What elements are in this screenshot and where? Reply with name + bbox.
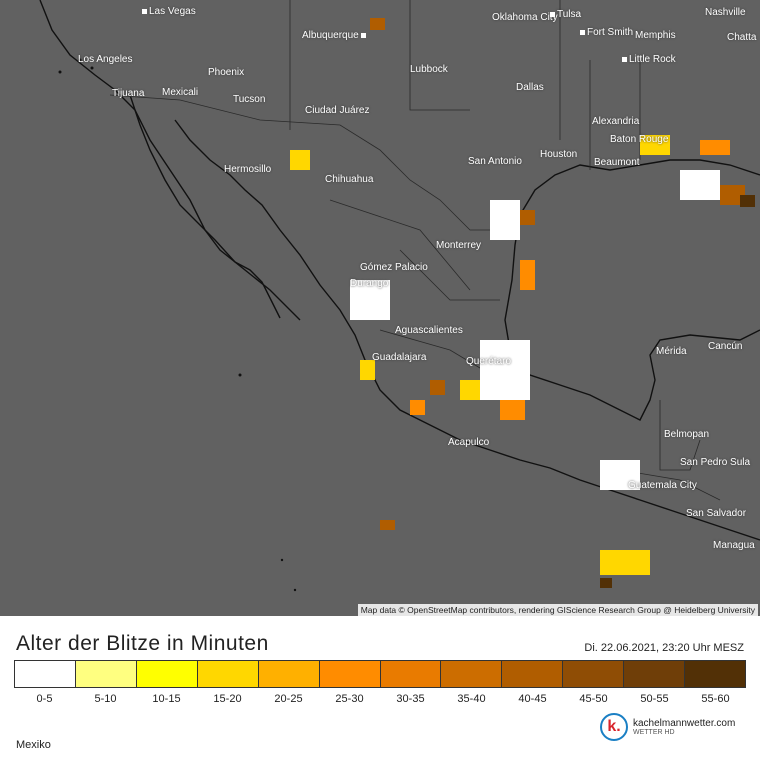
city-label: Chatta — [727, 32, 757, 43]
legend-color-bar — [14, 660, 746, 688]
kachelmann-logo-icon: k. — [600, 713, 628, 741]
legend-bin-label: 40-45 — [518, 693, 547, 705]
legend-bin-label: 10-15 — [152, 693, 181, 705]
city-label: Nashville — [705, 7, 746, 18]
legend-swatch — [380, 661, 442, 687]
legend-swatch — [319, 661, 381, 687]
islands — [58, 58, 297, 592]
timestamp: Di. 22.06.2021, 23:20 Uhr MESZ — [584, 642, 744, 654]
city-label: Querétaro — [466, 356, 512, 367]
city-label: Acapulco — [448, 437, 490, 448]
city-label: Mérida — [656, 346, 687, 357]
legend-bin-label: 25-30 — [335, 693, 364, 705]
legend-swatch — [15, 661, 76, 687]
legend-title: Alter der Blitze in Minuten — [16, 632, 269, 655]
city-label: San Antonio — [468, 156, 522, 167]
city-label: Tucson — [233, 94, 266, 105]
city-label: San Pedro Sula — [680, 457, 751, 468]
legend-bin-label: 0-5 — [36, 693, 53, 705]
legend-bin-label: 35-40 — [457, 693, 486, 705]
legend-swatch — [197, 661, 259, 687]
lightning-map[interactable]: Las Vegas Albuquerque Oklahoma City Tuls… — [0, 0, 760, 616]
legend-labels: 0-5 5-10 10-15 15-20 20-25 25-30 30-35 35-40 40-… — [14, 693, 746, 705]
city-label: Baton Rouge — [610, 134, 669, 145]
city-label: Little Rock — [620, 54, 676, 65]
city-label: Tijuana — [112, 88, 145, 99]
brand-subtitle: WETTER HD — [633, 729, 675, 736]
legend-swatch — [258, 661, 320, 687]
city-label: Lubbock — [410, 64, 448, 75]
city-label: Cancún — [708, 341, 743, 352]
brand-name: kachelmannwetter.com — [633, 718, 736, 729]
legend-swatch — [685, 661, 746, 687]
city-label: Dallas — [516, 82, 544, 93]
legend-bin-label: 20-25 — [274, 693, 303, 705]
legend-bin-label: 5-10 — [94, 693, 117, 705]
city-label: Tulsa — [548, 9, 581, 20]
city-label: Mexicali — [162, 87, 199, 98]
city-label: Durango — [350, 278, 389, 289]
region-label: Mexiko — [16, 739, 51, 751]
city-label: Oklahoma City — [492, 12, 558, 23]
city-label: Beaumont — [594, 157, 640, 168]
brand-logo-link[interactable]: k. kachelmannwetter.com WETTER HD — [600, 713, 735, 741]
city-label: San Salvador — [686, 508, 747, 519]
city-label: Phoenix — [208, 67, 245, 78]
city-label: Houston — [540, 149, 578, 160]
borders — [109, 0, 721, 501]
city-label: Ciudad Juárez — [305, 105, 370, 116]
lightning-strikes — [290, 18, 755, 588]
city-label: Aguascalientes — [395, 325, 463, 336]
legend-bin-label: 15-20 — [213, 693, 242, 705]
legend-swatch — [136, 661, 198, 687]
city-label: Albuquerque — [302, 30, 368, 41]
city-label: Chihuahua — [325, 174, 374, 185]
legend-swatch — [75, 661, 137, 687]
legend-swatch — [502, 661, 564, 687]
city-label: Memphis — [635, 30, 676, 41]
legend-swatch — [441, 661, 503, 687]
city-label: Guadalajara — [372, 352, 427, 363]
city-label: Belmopan — [664, 429, 710, 440]
legend-bin-label: 30-35 — [396, 693, 425, 705]
city-label: Los Angeles — [78, 54, 133, 65]
legend-bin-label: 45-50 — [579, 693, 608, 705]
city-label: Managua — [713, 540, 755, 551]
map-attribution: Map data © OpenStreetMap contributors, r… — [357, 604, 758, 616]
city-label: Guatemala City — [628, 480, 697, 491]
legend-swatch — [563, 661, 625, 687]
coastlines — [39, 0, 760, 541]
legend-bin-label: 55-60 — [701, 693, 730, 705]
legend-bin-label: 50-55 — [640, 693, 669, 705]
map-geography — [39, 0, 760, 592]
city-label: Hermosillo — [224, 164, 272, 175]
city-label: Fort Smith — [578, 27, 633, 38]
city-label: Alexandria — [592, 116, 640, 127]
city-label: Monterrey — [436, 240, 482, 251]
city-label: Las Vegas — [140, 6, 196, 17]
legend-swatch — [624, 661, 686, 687]
city-label: Gómez Palacio — [360, 262, 428, 273]
